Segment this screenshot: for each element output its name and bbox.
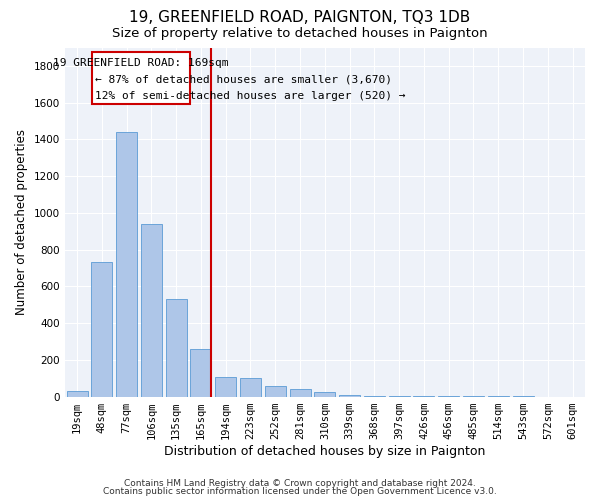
- Bar: [190, 349, 211, 397]
- Text: ← 87% of detached houses are smaller (3,670): ← 87% of detached houses are smaller (3,…: [95, 74, 392, 84]
- Bar: [339, 394, 360, 396]
- Text: 19 GREENFIELD ROAD: 169sqm: 19 GREENFIELD ROAD: 169sqm: [53, 58, 229, 68]
- Bar: [91, 262, 112, 396]
- Bar: [141, 224, 162, 396]
- Bar: [215, 378, 236, 396]
- Bar: [116, 132, 137, 396]
- Text: 12% of semi-detached houses are larger (520) →: 12% of semi-detached houses are larger (…: [95, 92, 406, 102]
- Bar: [92, 52, 190, 104]
- Y-axis label: Number of detached properties: Number of detached properties: [15, 129, 28, 315]
- Bar: [166, 299, 187, 396]
- Text: Size of property relative to detached houses in Paignton: Size of property relative to detached ho…: [112, 28, 488, 40]
- Text: 19, GREENFIELD ROAD, PAIGNTON, TQ3 1DB: 19, GREENFIELD ROAD, PAIGNTON, TQ3 1DB: [130, 10, 470, 25]
- Bar: [67, 391, 88, 396]
- X-axis label: Distribution of detached houses by size in Paignton: Distribution of detached houses by size …: [164, 444, 485, 458]
- Bar: [240, 378, 261, 396]
- Text: Contains HM Land Registry data © Crown copyright and database right 2024.: Contains HM Land Registry data © Crown c…: [124, 478, 476, 488]
- Bar: [265, 386, 286, 396]
- Text: Contains public sector information licensed under the Open Government Licence v3: Contains public sector information licen…: [103, 487, 497, 496]
- Bar: [314, 392, 335, 396]
- Bar: [290, 389, 311, 396]
